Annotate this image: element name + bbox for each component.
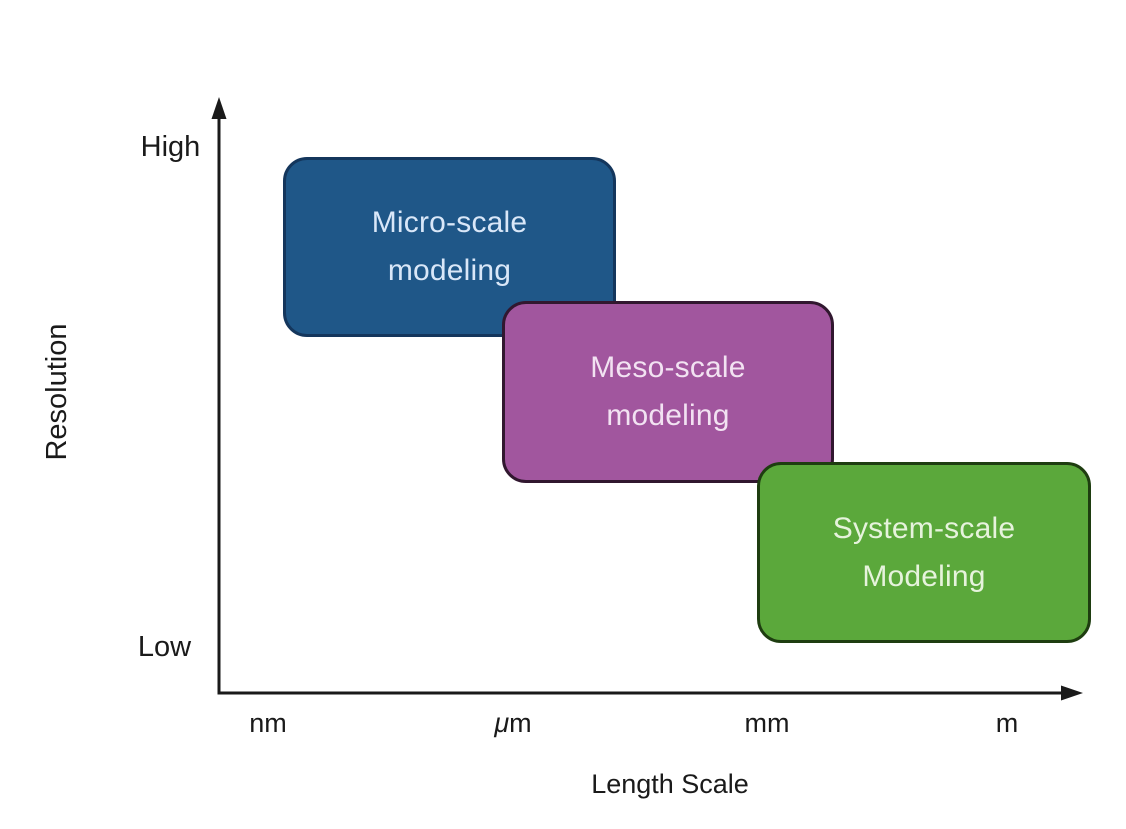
system-scale-box-label-line1: System-scale [832, 511, 1016, 545]
tick-text-part: m [995, 708, 1019, 738]
tick-italic-part: μ [494, 708, 510, 738]
x-axis-tick-mm: mm [707, 708, 827, 739]
y-axis-arrowhead [211, 97, 227, 119]
y-axis-high-label: High [140, 131, 201, 163]
x-axis-title: Length Scale [591, 769, 749, 799]
meso-scale-box-label-line2: modeling [606, 399, 730, 432]
micro-scale-box: Micro-scale modeling [283, 157, 616, 337]
micro-scale-box-label-line2: modeling [387, 254, 512, 287]
tick-text-part: nm [249, 708, 287, 738]
meso-scale-box: Meso-scale modeling [502, 301, 834, 483]
system-scale-box-label-line2: Modeling [862, 559, 986, 593]
x-axis-arrowhead [1061, 685, 1083, 701]
x-axis-tick-m: m [947, 708, 1067, 739]
x-axis-tick-nm: nm [208, 708, 328, 739]
meso-scale-box-label-line1: Meso-scale [590, 351, 746, 384]
x-axis-tick-um: μm [453, 708, 573, 739]
tick-text-part: mm [744, 708, 790, 738]
y-axis-title: Resolution [41, 323, 73, 461]
y-axis-low-label: Low [137, 631, 192, 663]
micro-scale-box-label-line1: Micro-scale [371, 206, 528, 239]
system-scale-box: System-scale Modeling [757, 462, 1091, 643]
tick-text-part: m [509, 708, 532, 738]
